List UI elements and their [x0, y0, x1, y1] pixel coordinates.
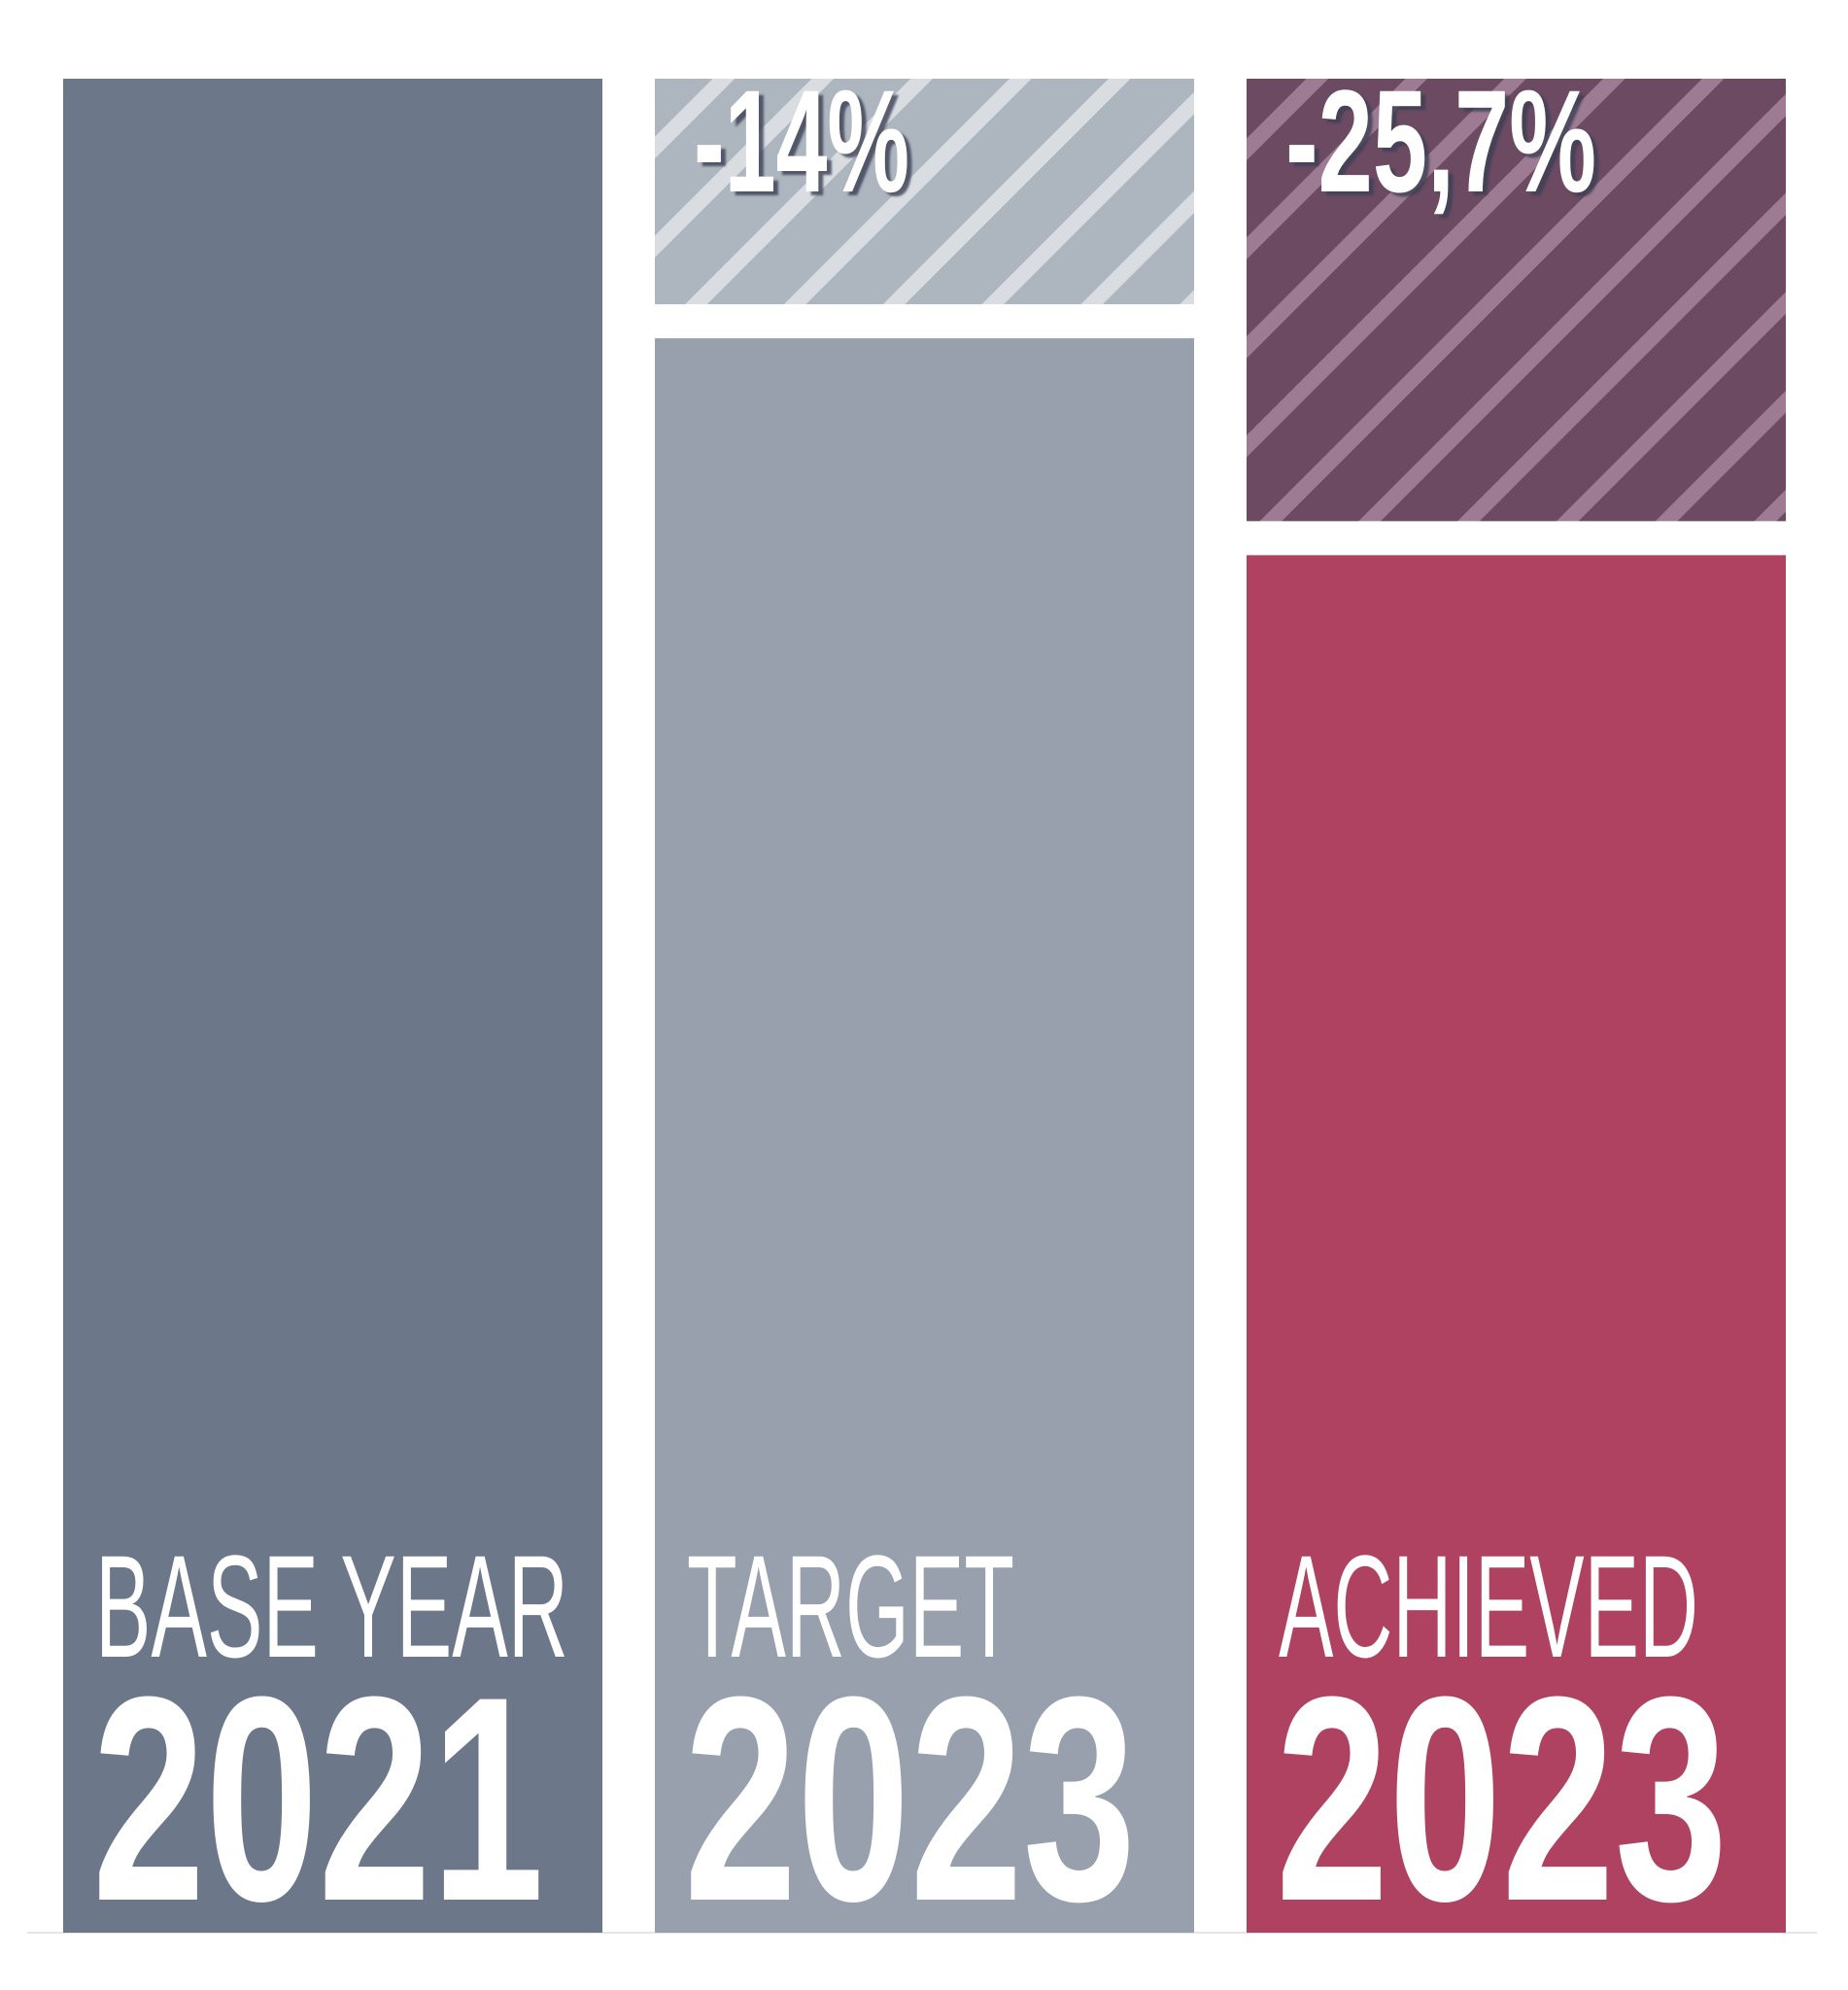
category-label: BASE YEAR — [95, 1525, 568, 1688]
bar — [1247, 555, 1786, 1934]
reduction-label: -14% — [694, 59, 909, 223]
reduction-segment — [655, 79, 1194, 305]
category-year: 2023 — [684, 1635, 1136, 1962]
category-label: ACHIEVED — [1279, 1525, 1698, 1688]
bar — [63, 79, 602, 1933]
category-year: 2023 — [1276, 1635, 1728, 1962]
reduction-label: -25,7% — [1285, 59, 1596, 223]
bar — [655, 338, 1194, 1933]
reduction-segment — [1247, 79, 1786, 522]
category-year: 2021 — [92, 1635, 544, 1962]
category-label: TARGET — [687, 1525, 1014, 1688]
